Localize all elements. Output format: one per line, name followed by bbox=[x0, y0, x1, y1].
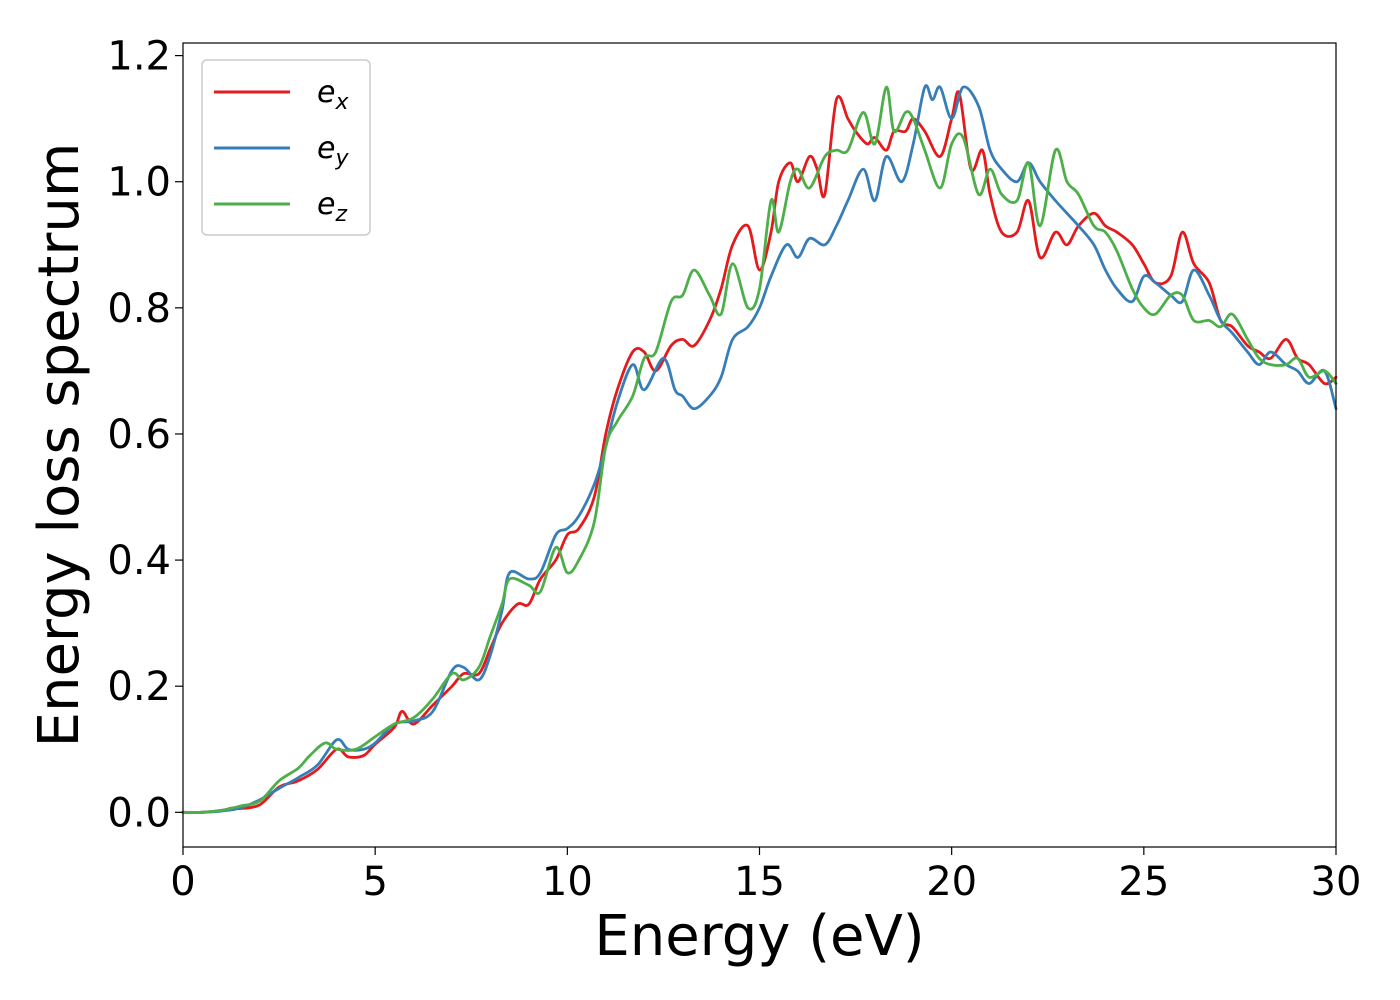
x-tick-label: 10 bbox=[542, 859, 593, 905]
x-tick-label: 15 bbox=[734, 859, 785, 905]
y-axis-ticks: 0.0 0.2 0.4 0.6 0.8 1.0 1.2 bbox=[107, 34, 183, 836]
series-line-ey bbox=[181, 84, 1338, 814]
x-tick-label: 5 bbox=[362, 859, 387, 905]
x-axis-label: Energy (eV) bbox=[594, 904, 924, 969]
y-tick-label: 0.0 bbox=[107, 790, 171, 836]
x-axis-ticks: 0 5 10 15 20 25 30 bbox=[170, 847, 1361, 905]
x-tick-label: 25 bbox=[1118, 859, 1169, 905]
series-line-ez bbox=[181, 85, 1338, 814]
y-tick-label: 0.4 bbox=[107, 538, 171, 584]
x-tick-label: 30 bbox=[1311, 859, 1362, 905]
legend: ex ey ez bbox=[201, 59, 371, 236]
y-tick-label: 1.2 bbox=[107, 34, 171, 80]
x-tick-label: 20 bbox=[926, 859, 977, 905]
legend-label-ex: ex bbox=[317, 75, 349, 115]
y-axis-label: Energy loss spectrum bbox=[27, 143, 92, 748]
y-tick-label: 1.0 bbox=[107, 160, 171, 206]
legend-label-ez: ez bbox=[317, 187, 347, 227]
legend-label-ey: ey bbox=[317, 131, 349, 171]
y-tick-label: 0.8 bbox=[107, 286, 171, 332]
x-tick-label: 0 bbox=[170, 859, 195, 905]
y-tick-label: 0.2 bbox=[107, 664, 171, 710]
y-tick-label: 0.6 bbox=[107, 412, 171, 458]
series-line-ex bbox=[181, 90, 1338, 814]
series-layer bbox=[181, 84, 1338, 814]
